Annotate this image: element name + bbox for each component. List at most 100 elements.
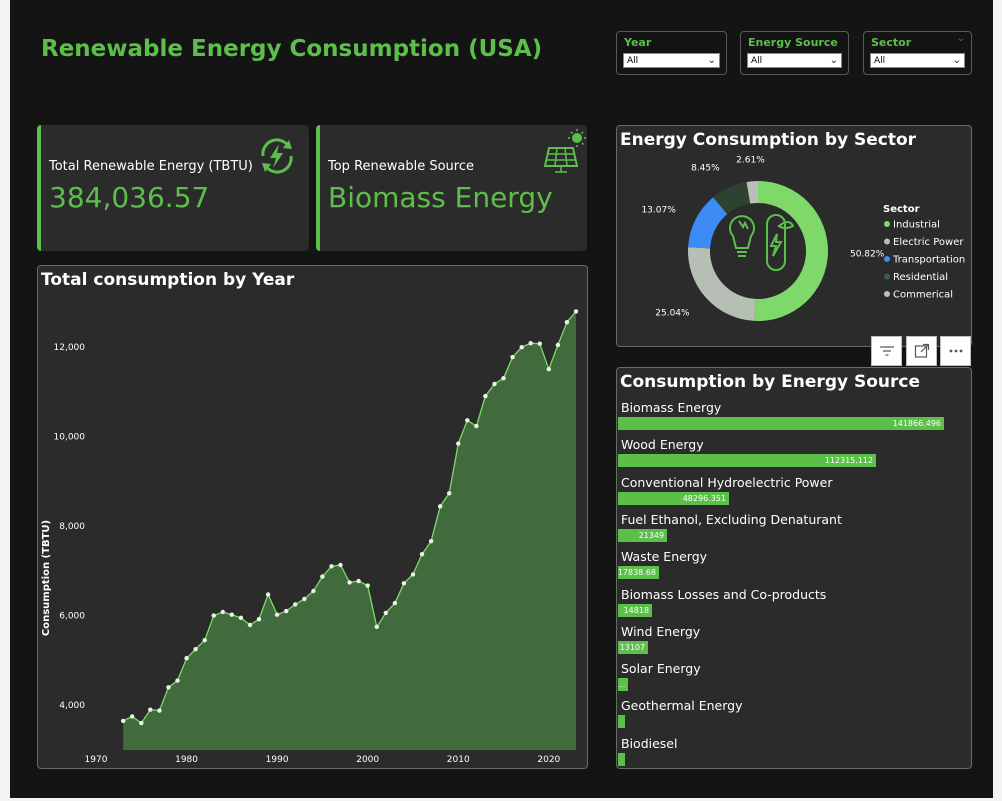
data-point[interactable] (293, 602, 298, 607)
data-point[interactable] (247, 622, 253, 628)
data-point[interactable] (528, 341, 533, 346)
y-tick-label: 6,000 (59, 612, 85, 622)
chevron-down-icon: ⌄ (956, 33, 965, 44)
bar[interactable]: 14818 (618, 603, 653, 617)
more-options-button[interactable] (940, 336, 971, 366)
data-point[interactable] (428, 539, 434, 544)
data-point[interactable] (193, 647, 198, 652)
legend-item[interactable]: Industrial (893, 220, 940, 231)
year-slicer[interactable]: Year All ⌄ (616, 31, 727, 75)
bar[interactable]: ... (618, 678, 629, 692)
data-point[interactable] (284, 608, 289, 614)
data-point[interactable] (211, 613, 216, 618)
data-point[interactable] (456, 441, 461, 446)
energy-source-bar-chart[interactable]: Consumption by Energy Source Biomass Ene… (616, 367, 972, 769)
data-point[interactable] (419, 552, 425, 557)
data-point[interactable] (510, 354, 515, 360)
data-point[interactable] (438, 504, 443, 509)
bar-category-label: Wind Energy (621, 623, 701, 639)
energy-source-dropdown[interactable]: All ⌄ (747, 53, 842, 68)
focus-mode-button[interactable] (906, 336, 937, 366)
focus-mode-icon (914, 343, 929, 358)
data-point[interactable] (175, 678, 180, 683)
report-canvas: Renewable Energy Consumption (USA) Year … (10, 0, 993, 798)
data-point[interactable] (483, 393, 488, 399)
total-consumption-chart[interactable]: Total consumption by Year Consumption (T… (37, 265, 588, 769)
donut-data-label: 8.45% (691, 163, 720, 173)
energy-source-slicer[interactable]: Energy Source All ⌄ (740, 31, 849, 75)
bar[interactable] (618, 715, 625, 729)
legend-item[interactable]: Transportation (892, 255, 965, 266)
filter-button[interactable] (871, 336, 902, 366)
donut-chart-title: Energy Consumption by Sector (620, 130, 917, 150)
data-point[interactable] (320, 574, 325, 579)
data-point[interactable] (356, 578, 361, 584)
data-point[interactable] (392, 600, 398, 606)
data-point[interactable] (546, 367, 551, 372)
bar[interactable]: 13107 (618, 640, 649, 654)
data-point[interactable] (519, 345, 524, 350)
data-point[interactable] (256, 617, 262, 622)
donut-slice[interactable] (688, 247, 756, 321)
donut-slice[interactable] (713, 181, 751, 215)
data-point[interactable] (447, 491, 452, 496)
data-point[interactable] (238, 615, 244, 620)
sector-slicer[interactable]: Sector ⌄ All ⌄ (863, 31, 972, 75)
data-point[interactable] (410, 572, 416, 577)
bar[interactable]: 112315.112 (618, 454, 877, 468)
chevron-down-icon: ⌄ (707, 55, 716, 66)
bar[interactable]: 48296.351 (618, 491, 729, 505)
sector-slicer-label: Sector (871, 36, 912, 49)
data-point[interactable] (365, 583, 370, 588)
data-point[interactable] (121, 718, 126, 724)
data-point[interactable] (302, 596, 307, 602)
data-point[interactable] (465, 418, 470, 423)
data-point[interactable] (130, 714, 135, 719)
sector-dropdown[interactable]: All ⌄ (870, 53, 965, 68)
year-dropdown-value: All (627, 56, 639, 66)
data-point[interactable] (274, 612, 280, 617)
bar[interactable]: 17838.68 (618, 566, 659, 580)
data-point[interactable] (564, 320, 570, 325)
data-point[interactable] (501, 376, 506, 381)
data-point[interactable] (347, 580, 352, 585)
data-point[interactable] (202, 638, 207, 643)
energy-refresh-icon (261, 138, 293, 174)
data-point[interactable] (229, 612, 234, 617)
data-point[interactable] (265, 592, 271, 597)
data-point[interactable] (573, 309, 579, 314)
data-point[interactable] (139, 720, 144, 726)
legend-item[interactable]: Residential (893, 272, 948, 283)
legend-marker (884, 238, 890, 245)
legend-item[interactable]: Electric Power (893, 237, 964, 248)
data-point[interactable] (166, 685, 171, 690)
year-dropdown[interactable]: All ⌄ (623, 53, 720, 68)
data-point[interactable] (537, 341, 542, 346)
data-point[interactable] (329, 564, 334, 569)
bar[interactable]: 21349 (618, 528, 668, 542)
donut-slice[interactable] (754, 181, 828, 321)
data-point[interactable] (148, 707, 153, 712)
kpi-total-card[interactable]: Total Renewable Energy (TBTU) 384,036.57 (37, 125, 309, 251)
chevron-down-icon: ⌄ (829, 55, 838, 66)
data-point[interactable] (184, 656, 189, 661)
legend-item[interactable]: Commerical (893, 290, 953, 301)
data-point[interactable] (220, 609, 225, 615)
kpi-top-source-card[interactable]: Top Renewable Source Biomass Energy (316, 125, 587, 251)
data-point[interactable] (401, 581, 407, 586)
bar[interactable]: 141866.496 (618, 417, 944, 430)
data-point[interactable] (311, 588, 316, 594)
data-point[interactable] (374, 624, 379, 629)
donut-slice[interactable] (746, 181, 758, 204)
data-point[interactable] (338, 562, 343, 568)
donut-slice[interactable] (688, 197, 728, 249)
data-point[interactable] (383, 610, 388, 616)
bar[interactable] (618, 752, 625, 766)
data-point[interactable] (474, 423, 479, 429)
kpi-top-source-label: Top Renewable Source (328, 159, 474, 174)
sector-dropdown-value: All (874, 56, 886, 66)
sector-donut-chart[interactable]: Energy Consumption by Sector 50.82% 25.04… (616, 125, 972, 347)
data-point[interactable] (157, 708, 162, 713)
data-point[interactable] (555, 342, 561, 348)
data-point[interactable] (492, 381, 497, 387)
